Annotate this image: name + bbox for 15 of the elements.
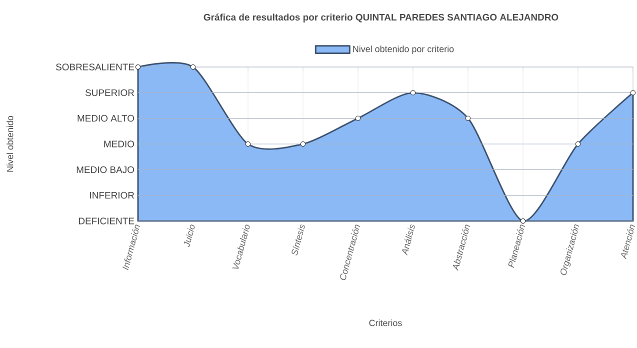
x-tick-label: Juicio (184, 224, 195, 248)
chart-title: Gráfica de resultados por criterio QUINTAL PAREDES SANTIAGO ALEJANDRO (204, 14, 558, 22)
ref-line-label: MEDIO ALTO (78, 114, 134, 122)
legend-label: Nivel obtenido por criterio (353, 46, 454, 54)
ref-line-label: MEDIO BAJO (76, 166, 134, 174)
x-tick-label: Síntesis (292, 224, 305, 256)
x-axis-title: Criterios (369, 320, 402, 326)
ref-line-label: MEDIO (104, 140, 134, 148)
x-tick-label: Atención (621, 224, 635, 260)
ref-line-label: SOBRESALIENTE (56, 64, 134, 70)
text: Nivel obtenido (6, 116, 14, 172)
ref-line-label: DEFICIENTE (78, 218, 134, 224)
ref-line-label: SUPERIOR (85, 89, 134, 96)
x-tick-label: Análisis (402, 224, 415, 256)
ref-line-label: INFERIOR (90, 192, 134, 199)
